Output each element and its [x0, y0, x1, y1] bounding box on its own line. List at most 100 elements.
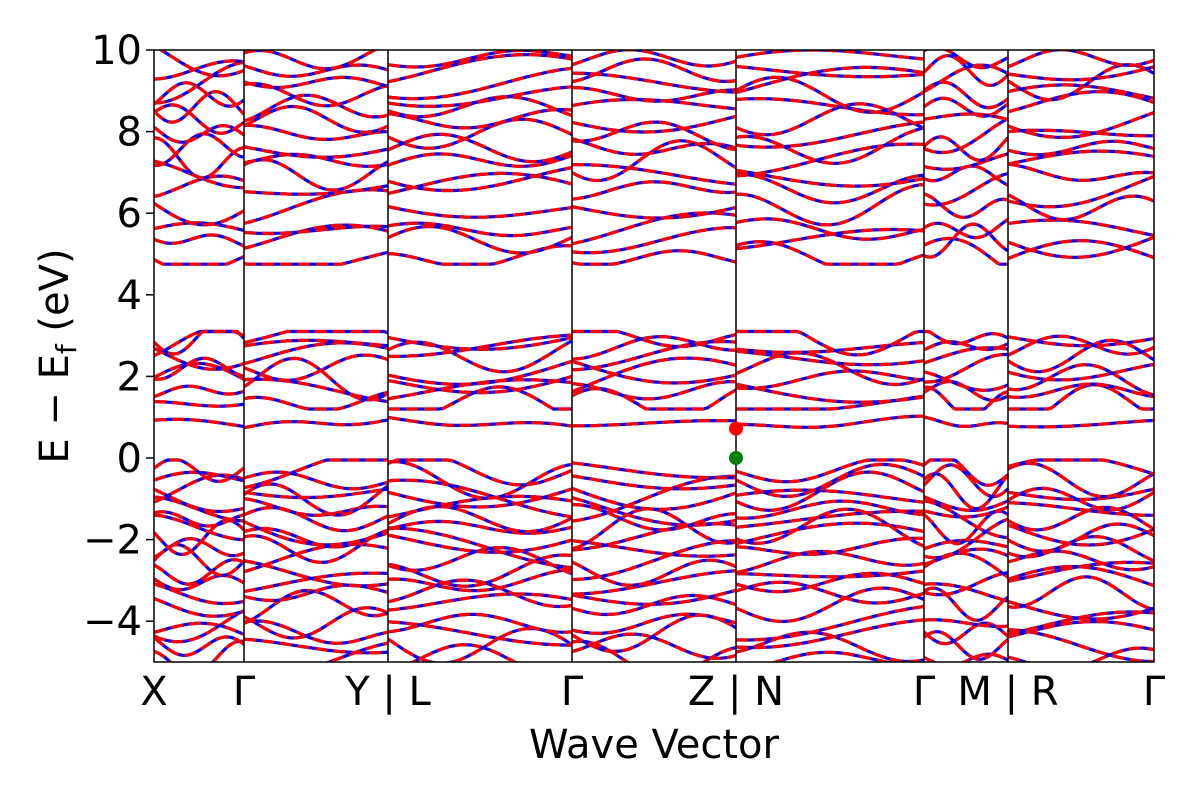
- y-tick-label: 2: [117, 354, 142, 400]
- band-line-spin-down: [1007, 338, 1154, 374]
- band-line-spin-down: [154, 136, 245, 180]
- band-line-spin-down: [243, 184, 389, 196]
- band-line-spin-down: [243, 606, 389, 640]
- band-line-spin-down: [923, 50, 1009, 70]
- band-line-spin-down: [1007, 600, 1154, 621]
- band-line-spin-down: [154, 582, 245, 606]
- band-line-spin-down: [243, 224, 389, 236]
- band-line-spin-down: [735, 65, 925, 95]
- band-line-spin-down: [923, 80, 1009, 110]
- x-tick-label: Γ: [233, 669, 256, 715]
- band-line-spin-down: [243, 338, 389, 348]
- band-line-spin-down: [735, 168, 925, 188]
- band-line-spin-down: [923, 499, 1009, 540]
- band-line-spin-down: [922, 458, 1010, 487]
- band-line-spin-down: [1007, 362, 1154, 382]
- band-line-spin-down: [571, 522, 737, 552]
- band-line-spin-down: [154, 202, 245, 227]
- band-line-spin-down: [1007, 335, 1154, 348]
- band-line-spin-down: [571, 137, 737, 156]
- band-line-spin-down: [571, 356, 737, 394]
- band-line-spin-up: [571, 180, 737, 201]
- band-line-spin-down: [571, 211, 737, 246]
- band-line-spin-down: [243, 158, 389, 192]
- band-line-spin-down: [1007, 575, 1154, 612]
- band-line-spin-down: [923, 571, 1009, 597]
- band-line-spin-down: [243, 458, 388, 490]
- band-line-spin-down: [154, 329, 246, 356]
- band-line-spin-down: [571, 496, 737, 527]
- band-line-spin-down: [243, 390, 389, 411]
- band-line-spin-down: [735, 618, 925, 650]
- band-line-spin-down: [243, 63, 389, 78]
- band-line-spin-down: [923, 495, 1009, 512]
- band-line-spin-down: [572, 419, 736, 428]
- band-edge-markers: [729, 421, 743, 465]
- band-line-spin-down: [571, 50, 737, 68]
- band-line-spin-down: [1007, 83, 1154, 100]
- band-line-spin-down: [243, 619, 389, 645]
- band-line-spin-down: [154, 537, 245, 559]
- band-line-spin-down: [735, 521, 925, 546]
- band-line-spin-down: [735, 64, 925, 79]
- y-tick-label: 8: [117, 110, 142, 156]
- band-line-spin-down: [1007, 523, 1154, 547]
- band-line-spin-down: [387, 458, 573, 487]
- band-line-spin-down: [387, 339, 573, 374]
- band-line-spin-down: [243, 93, 389, 123]
- y-axis-title-subscript: f: [50, 343, 83, 354]
- band-line-spin-up: [387, 66, 573, 101]
- band-line-spin-down: [571, 359, 737, 385]
- band-line-spin-down: [154, 473, 245, 504]
- band-line-spin-down: [387, 50, 573, 69]
- band-line-spin-down: [243, 583, 389, 603]
- band-line-spin-down: [387, 478, 573, 519]
- band-line-spin-down: [243, 145, 389, 159]
- band-line-spin-down: [735, 488, 925, 504]
- band-line-spin-up: [243, 250, 389, 266]
- x-tick-label: Γ: [561, 669, 584, 715]
- band-line-spin-down: [922, 463, 1010, 499]
- band-line-spin-down: [154, 639, 245, 662]
- y-tick-label: 4: [117, 273, 142, 319]
- band-line-spin-down: [154, 90, 246, 124]
- band-line-spin-down: [243, 637, 389, 655]
- band-line-spin-down: [571, 569, 737, 596]
- band-line-spin-down: [736, 414, 924, 429]
- band-line-spin-down: [387, 171, 573, 195]
- band-line-spin-down: [387, 487, 573, 509]
- x-tick-label: M | R: [957, 669, 1058, 715]
- band-line-spin-down: [387, 85, 573, 108]
- band-line-spin-down: [571, 139, 737, 183]
- band-line-spin-up: [571, 612, 737, 635]
- band-line-spin-down: [923, 582, 1009, 603]
- band-line-spin-down: [154, 103, 245, 135]
- band-line-spin-down: [387, 152, 573, 168]
- band-line-spin-down: [1007, 218, 1154, 238]
- band-line-spin-down: [243, 482, 389, 517]
- band-line-spin-down: [243, 50, 379, 71]
- band-line-spin-down: [571, 120, 737, 152]
- band-line-spin-down: [735, 382, 925, 404]
- band-line-spin-down: [571, 486, 737, 511]
- band-line-spin-down: [735, 536, 925, 556]
- band-line-spin-down: [924, 329, 1009, 346]
- band-line-spin-down: [1007, 162, 1154, 182]
- band-line-spin-down: [735, 462, 925, 499]
- y-tick-label: 10: [91, 28, 142, 74]
- band-line-spin-down: [243, 559, 389, 588]
- band-line-spin-down: [243, 542, 389, 574]
- band-line-spin-up: [572, 329, 737, 349]
- band-line-spin-up: [154, 136, 245, 180]
- band-line-spin-down: [243, 353, 389, 382]
- band-line-spin-down: [571, 114, 737, 134]
- x-tick-label: X: [140, 669, 167, 715]
- band-line-spin-down: [158, 50, 245, 78]
- band-line-spin-down: [735, 458, 925, 484]
- band-line-spin-down: [154, 361, 245, 381]
- band-line-spin-down: [923, 340, 1009, 352]
- band-line-spin-down: [1007, 382, 1154, 399]
- band-line-spin-down: [735, 120, 925, 149]
- band-line-spin-down: [154, 59, 245, 81]
